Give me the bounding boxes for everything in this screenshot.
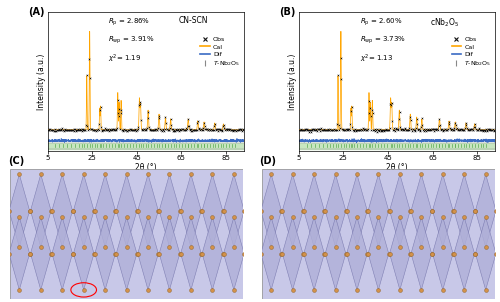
Polygon shape <box>159 174 180 247</box>
Text: $R_\mathrm{p}$ = 2.86%: $R_\mathrm{p}$ = 2.86% <box>108 16 150 28</box>
Polygon shape <box>432 174 453 247</box>
Legend: Obs, Cal, Dif, $T$-Nb$_2$O$_5$: Obs, Cal, Dif, $T$-Nb$_2$O$_5$ <box>451 36 492 69</box>
Text: $R_\mathrm{wp}$ = 3.91%: $R_\mathrm{wp}$ = 3.91% <box>108 34 154 46</box>
Polygon shape <box>411 174 432 247</box>
Text: cNb$_2$O$_5$: cNb$_2$O$_5$ <box>430 16 460 29</box>
Polygon shape <box>282 217 303 290</box>
Polygon shape <box>432 217 453 290</box>
Polygon shape <box>116 174 137 247</box>
Polygon shape <box>304 174 324 247</box>
Polygon shape <box>476 174 496 247</box>
X-axis label: 2θ (°): 2θ (°) <box>135 162 156 172</box>
X-axis label: 2θ (°): 2θ (°) <box>386 162 407 172</box>
Polygon shape <box>138 174 158 247</box>
Polygon shape <box>476 217 496 290</box>
Text: (B): (B) <box>279 7 295 17</box>
Bar <box>48 143 244 149</box>
Polygon shape <box>9 217 29 290</box>
Bar <box>298 143 495 149</box>
Text: $\chi^2$= 1.13: $\chi^2$= 1.13 <box>360 52 393 65</box>
Polygon shape <box>346 174 368 247</box>
Text: $R_\mathrm{p}$ = 2.60%: $R_\mathrm{p}$ = 2.60% <box>360 16 402 28</box>
Polygon shape <box>282 174 303 247</box>
FancyBboxPatch shape <box>10 169 243 299</box>
Polygon shape <box>52 174 72 247</box>
Polygon shape <box>325 174 346 247</box>
Polygon shape <box>325 217 346 290</box>
Polygon shape <box>52 217 72 290</box>
Polygon shape <box>346 217 368 290</box>
Polygon shape <box>74 217 94 290</box>
Polygon shape <box>261 174 281 247</box>
Polygon shape <box>368 217 388 290</box>
Y-axis label: Intensity (a.u.): Intensity (a.u.) <box>37 53 46 110</box>
Text: (A): (A) <box>28 7 44 17</box>
Text: (D): (D) <box>260 156 276 166</box>
Text: (C): (C) <box>8 156 24 166</box>
Polygon shape <box>116 217 137 290</box>
Polygon shape <box>454 217 474 290</box>
Legend: Obs, Cal, Dif, $T$-Nb$_2$O$_5$: Obs, Cal, Dif, $T$-Nb$_2$O$_5$ <box>200 36 240 69</box>
Polygon shape <box>95 217 116 290</box>
Polygon shape <box>224 217 244 290</box>
Polygon shape <box>390 217 410 290</box>
Y-axis label: Intensity (a.u.): Intensity (a.u.) <box>288 53 298 110</box>
Polygon shape <box>180 217 201 290</box>
Polygon shape <box>454 174 474 247</box>
Polygon shape <box>390 174 410 247</box>
Text: $\chi^2$= 1.19: $\chi^2$= 1.19 <box>108 52 142 65</box>
Polygon shape <box>261 217 281 290</box>
Polygon shape <box>30 174 51 247</box>
Polygon shape <box>202 217 222 290</box>
Text: $R_\mathrm{wp}$ = 3.73%: $R_\mathrm{wp}$ = 3.73% <box>360 34 406 46</box>
Polygon shape <box>9 174 29 247</box>
Polygon shape <box>304 217 324 290</box>
Text: CN-SCN: CN-SCN <box>179 16 208 25</box>
FancyBboxPatch shape <box>262 169 495 299</box>
Polygon shape <box>224 174 244 247</box>
Polygon shape <box>411 217 432 290</box>
Polygon shape <box>180 174 201 247</box>
Polygon shape <box>95 174 116 247</box>
Polygon shape <box>202 174 222 247</box>
Polygon shape <box>74 174 94 247</box>
Polygon shape <box>30 217 51 290</box>
Polygon shape <box>368 174 388 247</box>
Polygon shape <box>159 217 180 290</box>
Polygon shape <box>138 217 158 290</box>
